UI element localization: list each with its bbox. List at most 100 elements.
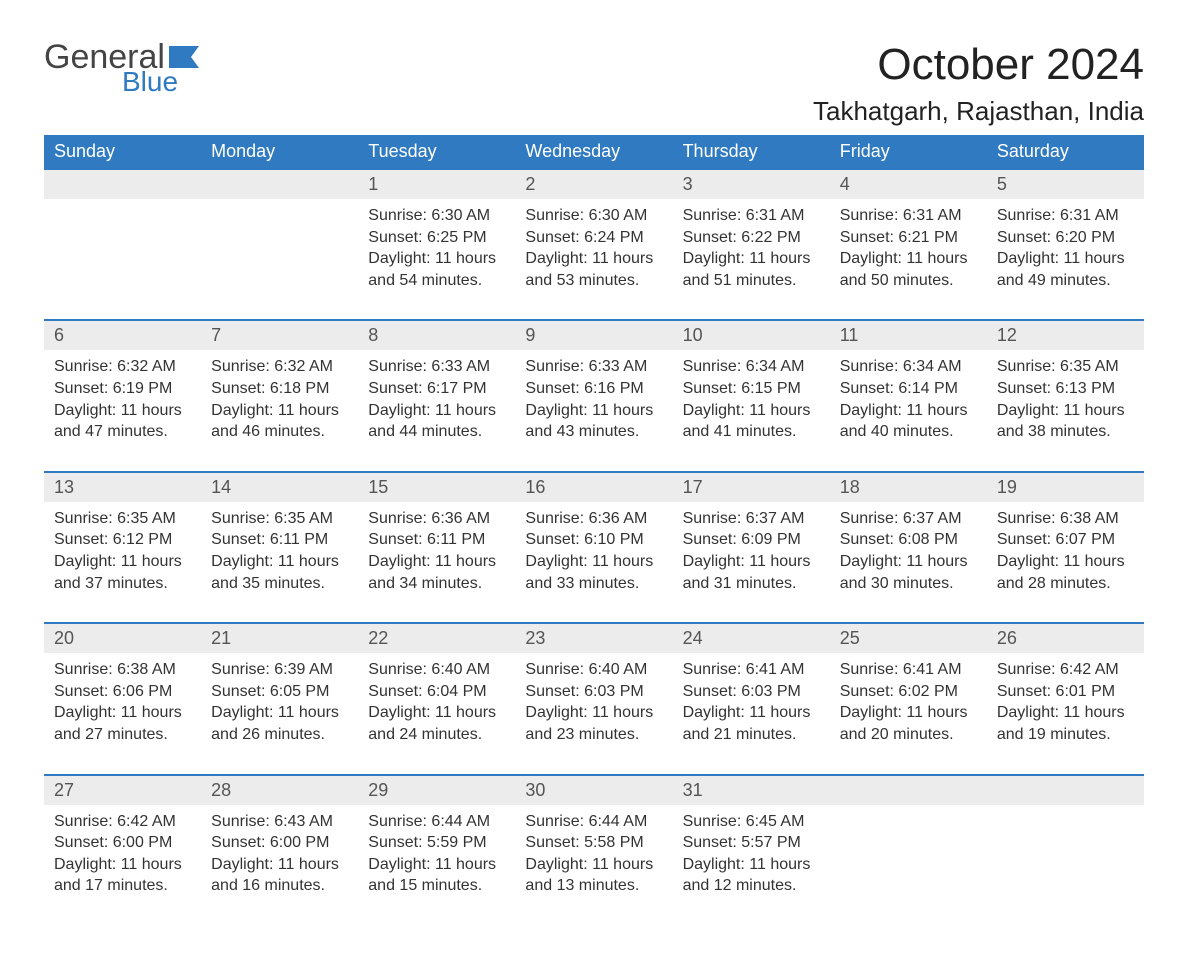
day-number-cell — [201, 169, 358, 199]
day-d1: Daylight: 11 hours — [840, 551, 977, 573]
day-sunrise: Sunrise: 6:31 AM — [840, 205, 977, 227]
day-d2: and 30 minutes. — [840, 573, 977, 595]
day-content-row: Sunrise: 6:42 AMSunset: 6:00 PM Daylight:… — [44, 805, 1144, 925]
day-d2: and 24 minutes. — [368, 724, 505, 746]
day-content-cell: Sunrise: 6:32 AMSunset: 6:18 PMDaylight:… — [201, 350, 358, 471]
day-content-cell: Sunrise: 6:42 AMSunset: 6:00 PMDaylight:… — [44, 805, 201, 925]
day-content-row: Sunrise: 6:30 AMSunset: 6:25 PMDaylight:… — [44, 199, 1144, 320]
day-d2: and 26 minutes. — [211, 724, 348, 746]
day-content-cell: Sunrise: 6:40 AMSunset: 6:04 PMDaylight:… — [358, 653, 515, 774]
day-sunrise: Sunrise: 6:36 AM — [525, 508, 662, 530]
day-d1: Daylight: 11 hours — [368, 854, 505, 876]
day-d1: Daylight: 11 hours — [525, 551, 662, 573]
day-number-row: 2728293031 — [44, 775, 1144, 805]
day-sunrise: Sunrise: 6:35 AM — [997, 356, 1134, 378]
day-sunrise: Sunrise: 6:31 AM — [997, 205, 1134, 227]
day-d1: Daylight: 11 hours — [683, 702, 820, 724]
day-d1: Daylight: 11 hours — [211, 551, 348, 573]
day-content-cell: Sunrise: 6:36 AMSunset: 6:10 PMDaylight:… — [515, 502, 672, 623]
page-header: General Blue October 2024 Takhatgarh, Ra… — [44, 40, 1144, 127]
day-sunrise: Sunrise: 6:38 AM — [54, 659, 191, 681]
day-sunset: Sunset: 6:11 PM — [211, 529, 348, 551]
day-content-row: Sunrise: 6:35 AMSunset: 6:12 PMDaylight:… — [44, 502, 1144, 623]
day-content-cell: Sunrise: 6:34 AMSunset: 6:15 PMDaylight:… — [673, 350, 830, 471]
day-content-cell: Sunrise: 6:40 AMSunset: 6:03 PMDaylight:… — [515, 653, 672, 774]
day-d2: and 54 minutes. — [368, 270, 505, 292]
day-number-cell: 14 — [201, 472, 358, 502]
day-sunset: Sunset: 6:00 PM — [54, 832, 191, 854]
day-content-cell: Sunrise: 6:37 AMSunset: 6:08 PMDaylight:… — [830, 502, 987, 623]
day-content-cell: Sunrise: 6:32 AMSunset: 6:19 PMDaylight:… — [44, 350, 201, 471]
day-d2: and 12 minutes. — [683, 875, 820, 897]
day-d2: and 50 minutes. — [840, 270, 977, 292]
day-d1: Daylight: 11 hours — [683, 248, 820, 270]
day-sunrise: Sunrise: 6:42 AM — [54, 811, 191, 833]
day-d1: Daylight: 11 hours — [683, 854, 820, 876]
day-number-cell — [987, 775, 1144, 805]
day-d1: Daylight: 11 hours — [211, 400, 348, 422]
day-d1: Daylight: 11 hours — [997, 702, 1134, 724]
day-number-cell: 26 — [987, 623, 1144, 653]
day-d2: and 49 minutes. — [997, 270, 1134, 292]
day-sunrise: Sunrise: 6:41 AM — [840, 659, 977, 681]
day-number-cell: 9 — [515, 320, 672, 350]
day-d2: and 15 minutes. — [368, 875, 505, 897]
weekday-header: Thursday — [673, 135, 830, 169]
weekday-header: Monday — [201, 135, 358, 169]
day-number-cell: 22 — [358, 623, 515, 653]
day-sunset: Sunset: 5:57 PM — [683, 832, 820, 854]
day-number-cell: 15 — [358, 472, 515, 502]
day-sunrise: Sunrise: 6:37 AM — [840, 508, 977, 530]
day-content-cell: Sunrise: 6:36 AMSunset: 6:11 PMDaylight:… — [358, 502, 515, 623]
day-content-cell: Sunrise: 6:33 AMSunset: 6:16 PMDaylight:… — [515, 350, 672, 471]
day-number-cell: 17 — [673, 472, 830, 502]
day-d1: Daylight: 11 hours — [368, 551, 505, 573]
day-d2: and 35 minutes. — [211, 573, 348, 595]
day-content-cell — [987, 805, 1144, 925]
day-sunset: Sunset: 6:13 PM — [997, 378, 1134, 400]
day-d1: Daylight: 11 hours — [525, 854, 662, 876]
day-sunrise: Sunrise: 6:40 AM — [525, 659, 662, 681]
title-block: October 2024 Takhatgarh, Rajasthan, Indi… — [813, 40, 1144, 127]
day-content-cell: Sunrise: 6:37 AMSunset: 6:09 PMDaylight:… — [673, 502, 830, 623]
day-content-cell: Sunrise: 6:44 AMSunset: 5:58 PMDaylight:… — [515, 805, 672, 925]
day-sunrise: Sunrise: 6:41 AM — [683, 659, 820, 681]
day-d2: and 23 minutes. — [525, 724, 662, 746]
day-sunset: Sunset: 6:25 PM — [368, 227, 505, 249]
day-content-cell: Sunrise: 6:38 AMSunset: 6:07 PMDaylight:… — [987, 502, 1144, 623]
day-number-cell: 27 — [44, 775, 201, 805]
day-d1: Daylight: 11 hours — [211, 702, 348, 724]
day-d2: and 41 minutes. — [683, 421, 820, 443]
calendar-table: Sunday Monday Tuesday Wednesday Thursday… — [44, 135, 1144, 925]
day-content-cell: Sunrise: 6:43 AMSunset: 6:00 PMDaylight:… — [201, 805, 358, 925]
day-sunrise: Sunrise: 6:35 AM — [54, 508, 191, 530]
day-d2: and 21 minutes. — [683, 724, 820, 746]
calendar-body: 12345Sunrise: 6:30 AMSunset: 6:25 PMDayl… — [44, 169, 1144, 925]
day-d1: Daylight: 11 hours — [368, 248, 505, 270]
day-sunset: Sunset: 6:03 PM — [525, 681, 662, 703]
day-sunset: Sunset: 6:22 PM — [683, 227, 820, 249]
location-subtitle: Takhatgarh, Rajasthan, India — [813, 96, 1144, 127]
day-content-cell — [44, 199, 201, 320]
day-number-cell: 23 — [515, 623, 672, 653]
day-d2: and 13 minutes. — [525, 875, 662, 897]
day-d2: and 34 minutes. — [368, 573, 505, 595]
day-sunrise: Sunrise: 6:40 AM — [368, 659, 505, 681]
day-d2: and 38 minutes. — [997, 421, 1134, 443]
day-sunset: Sunset: 6:06 PM — [54, 681, 191, 703]
day-sunset: Sunset: 6:11 PM — [368, 529, 505, 551]
day-d1: Daylight: 11 hours — [54, 400, 191, 422]
day-d1: Daylight: 11 hours — [840, 702, 977, 724]
day-d1: Daylight: 11 hours — [840, 248, 977, 270]
day-number-cell: 3 — [673, 169, 830, 199]
day-d2: and 19 minutes. — [997, 724, 1134, 746]
day-number-cell: 12 — [987, 320, 1144, 350]
day-number-cell: 20 — [44, 623, 201, 653]
day-sunset: Sunset: 6:14 PM — [840, 378, 977, 400]
day-d2: and 40 minutes. — [840, 421, 977, 443]
weekday-header: Saturday — [987, 135, 1144, 169]
brand-flag-icon — [169, 46, 199, 68]
day-number-cell — [830, 775, 987, 805]
day-number-row: 13141516171819 — [44, 472, 1144, 502]
day-content-cell: Sunrise: 6:44 AMSunset: 5:59 PMDaylight:… — [358, 805, 515, 925]
